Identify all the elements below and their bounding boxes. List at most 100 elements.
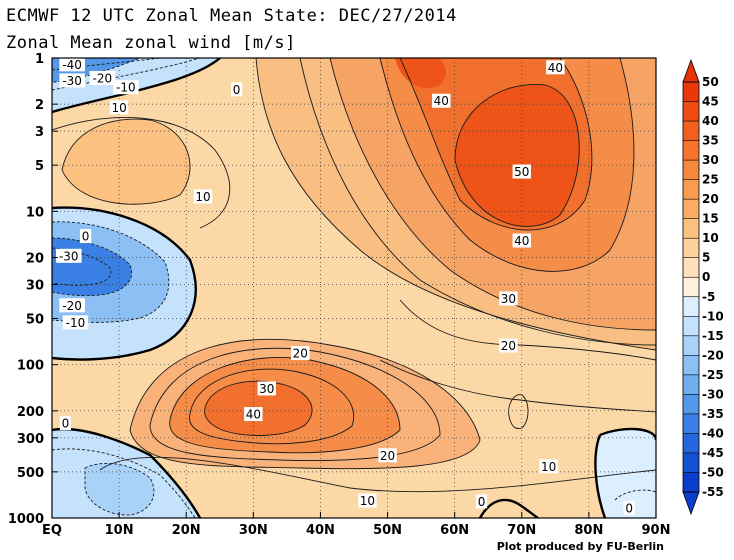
x-tick-label: 90N [642,523,671,538]
contour-label-bg [257,381,276,396]
y-tick-label: 200 [17,405,44,420]
x-tick-label: 10N [105,523,134,538]
colorbar-segment [683,218,699,239]
colorbar-segment [683,257,699,278]
contour-label: 0 [625,501,633,515]
contour-label: 10 [111,101,126,115]
colorbar-label: -40 [702,426,724,440]
y-tick-label: 30 [26,278,44,293]
y-tick-label: 10 [26,205,44,220]
contour-label: 10 [541,460,556,474]
chart-title: ECMWF 12 UTC Zonal Mean State: DEC/27/20… [6,6,457,26]
zero-contour [594,434,607,518]
colorbar-segment [683,160,699,181]
contour-label-bg [230,82,243,97]
contour-label: -20 [62,299,82,313]
contour-line [52,221,170,323]
contour-line [189,368,355,445]
zero-contour [599,427,656,441]
contour-line [84,463,155,516]
contour-lines [52,58,656,493]
x-tick-label: EQ [42,523,62,538]
x-tick-label: 40N [306,523,335,538]
y-tick-label: 500 [17,466,44,481]
contour-line [379,58,635,272]
contour-label: 40 [548,61,563,75]
y-tick-label: 5 [35,159,44,174]
contour-label: 20 [501,339,516,353]
contour-line [299,58,656,346]
contour-line [204,380,313,436]
colorbar-segment [683,335,699,356]
colorbar-label: -5 [702,290,715,304]
x-tick-label: 50N [373,523,402,538]
contour-label-bg [291,346,310,361]
contour-label: -30 [59,249,79,263]
zero-contour [52,58,221,114]
colorbar-label: -50 [702,465,724,479]
contour-label-bg [89,70,116,85]
contour-label: 50 [514,165,529,179]
colorbar-segment [683,394,699,415]
chart-subtitle: Zonal Mean zonal wind [m/s] [6,33,296,53]
contour-label-bg [113,80,139,95]
contour-label: 0 [478,495,486,509]
contour-label-bg [546,60,565,75]
y-tick-label: 100 [17,359,44,374]
colorbar-segment [683,82,699,103]
colorbar-top-arrow [682,58,700,83]
zero-contour-lines [52,58,656,518]
x-tick-label: 70N [507,523,536,538]
x-tick-label: 20N [172,523,201,538]
contour-label: 40 [246,408,261,422]
x-tick-label: 80N [574,523,603,538]
contour-line [52,448,196,518]
contour-label: 0 [82,230,90,244]
colorbar-label: 35 [702,134,719,148]
contour-label: -10 [116,81,136,95]
y-tick-label: 50 [26,313,44,328]
contour-label-bg [62,315,89,330]
contour-label: 40 [434,94,449,108]
y-tick-label: 300 [17,432,44,447]
plot-area: -40-30 -20-10 010404050100-304030-20-10202… [52,58,656,518]
colorbar-label: -25 [702,368,724,382]
y-tick-label: 20 [26,251,44,266]
contour-label: -10 [66,316,86,330]
contour-line [52,237,132,297]
contour-line [169,357,401,454]
contour-label-bg [499,338,518,353]
contour-label-bg [193,189,213,204]
contour-line [52,117,231,229]
contour-label: -20 [93,71,113,85]
colorbar-label: 5 [702,251,710,265]
contour-line [614,489,656,501]
contour-label-bg [475,494,488,509]
colorbar-bottom-arrow [682,491,700,516]
colorbar-segment [683,472,699,493]
y-axis: 1 2 3 5 10 20 30 50 100 200 300 500 1000 [8,52,58,527]
colorbar-label: -35 [702,407,724,421]
colorbar-segment [683,199,699,220]
contour-label-bg [358,493,377,508]
colorbar-segment [683,433,699,454]
x-axis: EQ 10N 20N 30N 40N 50N 60N 70N 80N 90N [42,512,670,538]
colorbar-segment [683,277,699,298]
colorbar-segment [683,316,699,337]
contour-labels: -40-30 -20-10 010404050100-304030-20-10202… [55,58,635,515]
contour-label-bg [432,93,451,108]
y-tick-label: 1000 [8,512,44,527]
contour-label: 20 [293,347,308,361]
colorbar-segment [683,121,699,142]
contour-label: 0 [62,416,70,430]
region-tropical-westerly-pocket [62,119,190,205]
colorbar-label: 10 [702,231,719,245]
colorbar-segment [683,452,699,473]
colorbar-label: 15 [702,212,719,226]
contour-label: -40 [62,58,82,72]
region-upper-core [395,58,446,89]
x-tick-label: 60N [440,523,469,538]
contour-label: 30 [501,292,516,306]
contour-label: 40 [514,234,529,248]
